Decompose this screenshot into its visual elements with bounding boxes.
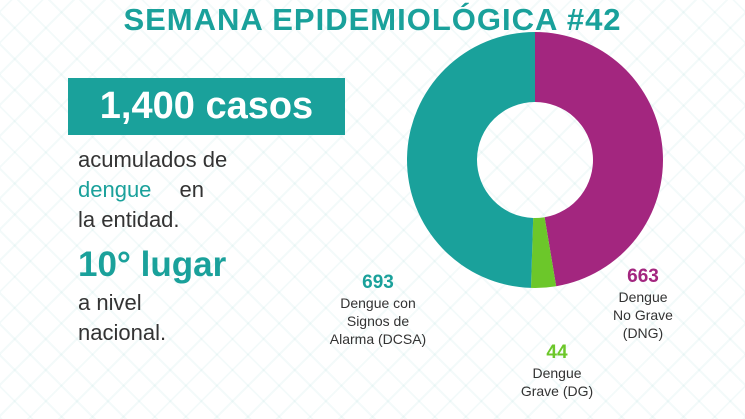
slice-label: 663 Dengue No Grave (DNG) (610, 266, 676, 342)
value-label: 44 (546, 342, 568, 363)
text-line: a nivel (78, 290, 142, 315)
value-label: 693 (362, 272, 394, 293)
text-line: acumulados de (78, 147, 228, 172)
headline: 1,400 casos (68, 78, 345, 135)
value-label: 663 (627, 266, 659, 287)
title: SEMANA EPIDEMIOLÓGICA #42 (123, 2, 622, 37)
category-label: Dengue con Signos de Alarma (DCSA) (329, 295, 427, 347)
text: en (179, 177, 205, 202)
rank: 10° lugar (78, 245, 227, 284)
slice-label: 693 Dengue con Signos de Alarma (DCSA) (328, 272, 428, 348)
donut-slice (407, 32, 535, 288)
slice-label: 44 Dengue Grave (DG) (517, 342, 597, 400)
category-label: Dengue Grave (DG) (520, 365, 594, 399)
text-line: nacional. (78, 320, 167, 345)
donut-slice (535, 32, 664, 287)
highlight: dengue (78, 177, 152, 202)
donut-slice (530, 217, 557, 288)
text-line: dengue en (78, 175, 204, 205)
category-label: Dengue No Grave (DNG) (613, 289, 673, 341)
text-line: la entidad. (78, 207, 180, 232)
